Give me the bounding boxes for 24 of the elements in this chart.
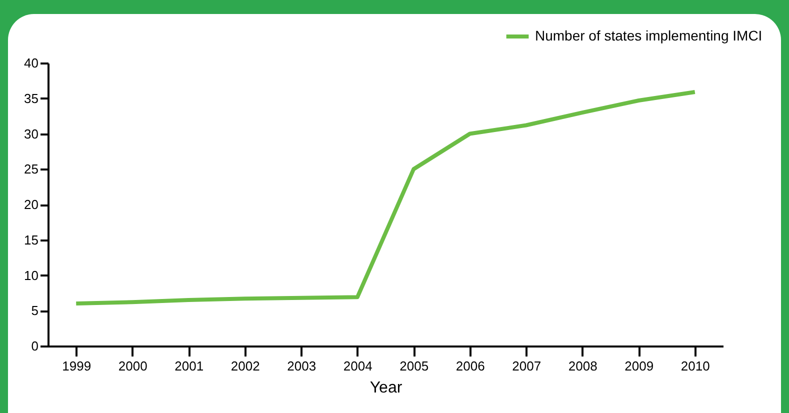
y-tick-label: 15 [24,232,38,248]
x-tick-label: 2008 [568,358,598,374]
y-tick-label: 0 [31,338,38,354]
x-tick-label: 2000 [118,358,148,374]
x-tick-label: 2005 [400,358,429,374]
x-tick-label: 2004 [343,358,372,374]
y-tick-label: 30 [24,126,38,142]
x-tick-label: 2009 [624,358,654,374]
line-series [74,90,697,306]
legend-label: Number of states implementing IMCI [535,28,762,44]
x-tick-label: 2002 [230,358,260,374]
y-tick-label: 5 [31,303,38,318]
x-tick-label: 2003 [287,358,316,374]
y-tick-label: 20 [24,197,38,212]
x-tick-label: 2001 [174,358,204,374]
x-axis-title: Year [370,380,403,396]
x-tick-label: 2010 [680,358,710,374]
y-tick-label: 35 [24,90,38,106]
x-tick-label: 2006 [456,358,485,374]
y-tick-label: 25 [24,162,38,177]
y-tick-label: 40 [24,56,38,70]
x-tick-label: 1999 [62,358,92,374]
y-tick-label: 10 [24,268,38,283]
x-tick-label: 2007 [512,358,542,374]
